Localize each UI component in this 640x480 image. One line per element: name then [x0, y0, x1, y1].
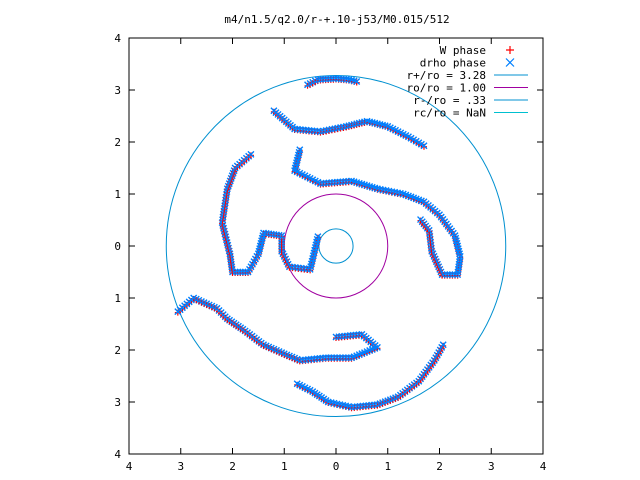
w-phase-point: [224, 243, 231, 250]
reference-circle: [283, 193, 389, 299]
drho-phase-point: [174, 308, 182, 316]
drho-phase-point: [348, 354, 356, 362]
data-points: [174, 75, 464, 412]
drho-phase-point: [339, 354, 347, 362]
drho-phase-point: [327, 354, 335, 362]
w-phase-point: [353, 79, 360, 86]
w-phase-point: [220, 226, 227, 233]
y-tick-label: 4: [114, 32, 121, 45]
reference-circle: [318, 228, 354, 264]
x-tick-label: 4: [126, 460, 133, 473]
w-phase-point: [226, 248, 233, 255]
w-phase-point: [226, 251, 233, 258]
x-tick-label: 3: [177, 460, 184, 473]
axis-ticks: [128, 37, 544, 455]
drho-phase-point: [439, 341, 447, 349]
drho-phase-point: [325, 354, 333, 362]
w-phase-point: [219, 223, 226, 230]
x-tick-label: 2: [436, 460, 443, 473]
w-phase-point: [221, 229, 228, 236]
y-tick-label: 0: [114, 240, 121, 253]
drho-phase-point: [353, 78, 361, 86]
legend-label: drho phase: [420, 57, 486, 70]
y-tick-label: 3: [114, 396, 121, 409]
w-phase-point: [440, 342, 447, 349]
w-phase-point: [221, 231, 228, 238]
x-tick-label: 4: [540, 460, 547, 473]
y-tick-label: 2: [114, 344, 121, 357]
y-tick-label: 3: [114, 84, 121, 97]
w-phase-point: [417, 217, 424, 224]
x-tick-label: 1: [384, 460, 391, 473]
y-tick-label: 2: [114, 136, 121, 149]
w-phase-point: [223, 237, 230, 244]
w-phase-point: [222, 234, 229, 241]
legend-label: rc/ro = NaN: [413, 107, 486, 120]
drho-phase-point: [247, 150, 255, 158]
legend-label: ro/ro = 1.00: [407, 82, 486, 95]
drho-phase-point: [342, 354, 350, 362]
drho-phase-point: [417, 216, 425, 224]
x-tick-label: 2: [229, 460, 236, 473]
legend-marker: [506, 46, 514, 54]
w-phase-point: [174, 309, 181, 316]
legend-label: W phase: [440, 44, 486, 57]
legend-label: r-/ro = .33: [413, 94, 486, 107]
drho-phase-point: [420, 142, 428, 150]
drho-phase-point: [336, 354, 344, 362]
chart-title: m4/n1.5/q2.0/r-+.10-j53/M0.015/512: [224, 13, 449, 26]
x-tick-label: 1: [281, 460, 288, 473]
y-tick-label: 1: [114, 188, 121, 201]
x-tick-label: 0: [333, 460, 340, 473]
drho-phase-point: [333, 354, 341, 362]
w-phase-point: [247, 152, 254, 159]
x-tick-label: 3: [488, 460, 495, 473]
y-tick-label: 4: [114, 448, 121, 461]
w-phase-point: [225, 246, 232, 253]
drho-phase-point: [345, 354, 353, 362]
y-tick-label: 1: [114, 292, 121, 305]
legend-marker: [505, 58, 515, 67]
drho-phase-point: [330, 354, 338, 362]
w-phase-point: [420, 143, 427, 150]
w-phase-point: [224, 240, 231, 247]
legend-label: r+/ro = 3.28: [407, 69, 486, 82]
